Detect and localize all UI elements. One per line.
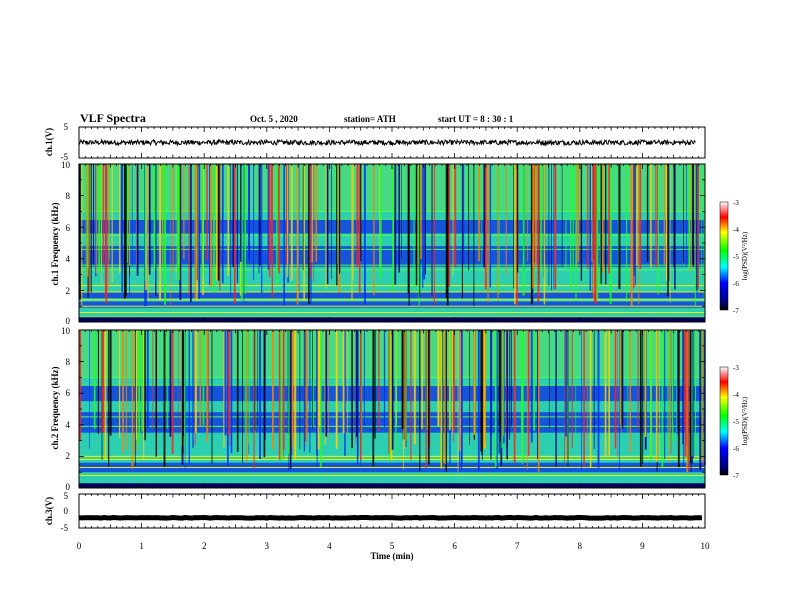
- ch1-spectrogram-blue-band: [79, 291, 705, 299]
- ch3-waveform-frame: [78, 493, 706, 529]
- ch3-waveform-ylabel: ch.3(V): [44, 497, 54, 525]
- xtick-8: 8: [578, 541, 583, 551]
- ch1-waveform-ylabel: ch.1(V): [44, 128, 54, 156]
- station-label: station= ATH: [344, 114, 396, 124]
- ch1-colorbar-label: log(PSD)(V²/Hz): [741, 231, 749, 280]
- time-axis-label: Time (min): [370, 551, 413, 561]
- ch1-cb-tick-6: -6: [733, 280, 739, 288]
- ch2-ftick-8: 8: [66, 357, 71, 367]
- ch1-ftick-4: 4: [66, 254, 71, 264]
- ch2-cb-tick-5: -5: [733, 418, 739, 426]
- xtick-5: 5: [390, 541, 395, 551]
- ch1-ftick-2: 2: [66, 286, 71, 296]
- ch3-ytick-neg5: -5: [61, 523, 69, 533]
- ch1-spectrogram-panel: 0 2 4 6 8 10 ch.1 Frequency (kHz) -3 -4 …: [50, 160, 749, 326]
- panel-tick-marks: [78, 127, 706, 528]
- ch2-colorbar: [719, 366, 729, 476]
- start-time-label: start UT = 8 : 30 : 1: [438, 114, 514, 124]
- xtick-6: 6: [452, 541, 457, 551]
- ch3-waveform-panel: 5 0 -5 ch.3(V): [44, 491, 706, 533]
- ch2-cb-tick-6: -6: [733, 445, 739, 453]
- xtick-3: 3: [265, 541, 270, 551]
- ch2-cb-tick-3: -3: [733, 364, 739, 372]
- ch1-spectrogram-blue-band: [79, 301, 705, 308]
- xtick-1: 1: [139, 541, 144, 551]
- ch1-cb-tick-4: -4: [733, 226, 739, 234]
- ch2-ftick-0: 0: [66, 482, 71, 492]
- ch1-ftick-0: 0: [66, 316, 71, 326]
- ch1-ftick-6: 6: [66, 223, 71, 233]
- ch1-ytick-neg5: -5: [61, 152, 69, 162]
- ch1-ftick-8: 8: [66, 191, 71, 201]
- ch2-ftick-10: 10: [61, 326, 71, 336]
- ch2-ftick-4: 4: [66, 420, 71, 430]
- ch1-ftick-10: 10: [61, 160, 71, 170]
- ch2-ftick-2: 2: [66, 451, 71, 461]
- ch1-cb-tick-7: -7: [733, 307, 739, 315]
- ch3-ytick-0: 0: [64, 506, 69, 516]
- xtick-9: 9: [640, 541, 645, 551]
- date-label: Oct. 5 , 2020: [250, 114, 298, 124]
- ch1-ytick-5: 5: [64, 122, 69, 132]
- figure-title: VLF Spectra: [80, 111, 146, 125]
- ch1-spectrogram-image: [78, 164, 706, 322]
- xtick-7: 7: [515, 541, 520, 551]
- ch2-colorbar-label: log(PSD)(V²/Hz): [741, 396, 749, 445]
- ch1-colorbar: [719, 201, 729, 311]
- ch1-cb-tick-3: -3: [733, 199, 739, 207]
- ch2-cb-tick-4: -4: [733, 391, 739, 399]
- xtick-0: 0: [77, 541, 82, 551]
- ch2-cb-tick-7: -7: [733, 472, 739, 480]
- time-axis: 0 1 2 3 4 5 6 7 8 9 10 Time (min): [77, 541, 710, 561]
- xtick-2: 2: [202, 541, 207, 551]
- ch3-waveform-line: [78, 514, 702, 521]
- ch3-ytick-5: 5: [64, 491, 69, 501]
- ch2-ftick-6: 6: [66, 388, 71, 398]
- xtick-10: 10: [701, 541, 711, 551]
- ch2-frequency-ylabel: ch.2 Frequency (kHz): [50, 366, 60, 449]
- xtick-4: 4: [327, 541, 332, 551]
- ch1-frequency-ylabel: ch.1 Frequency (kHz): [50, 202, 60, 285]
- ch1-waveform-line: [78, 138, 696, 147]
- ch2-spectrogram-panel: 0 2 4 6 8 10 ch.2 Frequency (kHz) -3 -4 …: [50, 326, 749, 492]
- ch1-cb-tick-5: -5: [733, 253, 739, 261]
- ch2-spectrogram-image: [79, 330, 706, 488]
- ch1-waveform-panel: 5 -5 ch.1(V): [44, 122, 706, 162]
